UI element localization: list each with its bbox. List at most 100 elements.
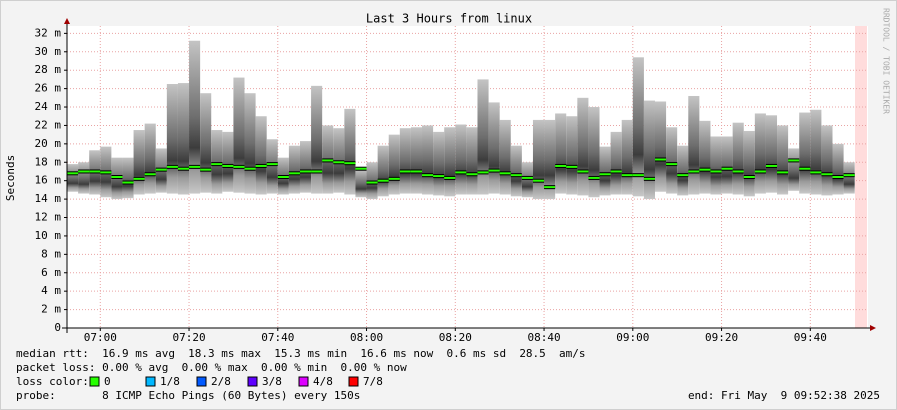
x-tick-label: 07:00 [84, 331, 117, 344]
loss-swatch [298, 376, 309, 387]
loss-swatch [196, 376, 207, 387]
smoke-band [410, 127, 423, 194]
smoke-band [388, 134, 400, 195]
loss-swatch-label: 2/8 [211, 375, 231, 388]
loss-swatch-label: 1/8 [160, 375, 180, 388]
smoke-band [444, 127, 456, 197]
loss-swatch [348, 376, 359, 387]
smoke-band [177, 83, 190, 195]
loss-swatch [247, 376, 258, 387]
smoke-band [189, 40, 201, 194]
x-tick-label: 09:40 [794, 331, 827, 344]
smoke-band [732, 122, 744, 195]
watermark: RRDTOOL / TOBI OETIKER [882, 8, 891, 114]
y-tick-label: 2 m [41, 303, 61, 316]
probe-info: probe: 8 ICMP Echo Pings (60 Bytes) ever… [16, 389, 360, 402]
smoke-band [643, 100, 655, 200]
x-tick-label: 09:20 [705, 331, 738, 344]
smoke-band [433, 131, 445, 196]
smoke-band [211, 130, 223, 194]
smoke-band [200, 93, 212, 193]
plot-layer [67, 26, 868, 329]
smoke-band [677, 145, 689, 196]
smoke-band [555, 113, 567, 194]
y-tick-label: 12 m [35, 211, 62, 224]
smoke-band [632, 57, 644, 197]
smoke-band [477, 79, 489, 195]
smoke-band [255, 116, 267, 195]
chart-title: Last 3 Hours from linux [366, 12, 532, 26]
stats-line: packet loss: 0.00 % avg 0.00 % max 0.00 … [16, 361, 407, 374]
x-tick-label: 08:40 [527, 331, 560, 344]
y-tick-label: 22 m [35, 118, 62, 131]
smoke-band [666, 127, 678, 194]
smoke-band [233, 77, 245, 193]
y-tick-label: 8 m [41, 247, 61, 260]
smoke-band [399, 128, 411, 194]
y-tick-label: 30 m [35, 45, 62, 58]
x-tick-label: 09:00 [616, 331, 649, 344]
smoke-band [422, 125, 434, 195]
smoke-band [588, 107, 600, 198]
smoke-band [699, 120, 711, 194]
x-tick-label: 07:40 [261, 331, 294, 344]
y-tick-label: 4 m [41, 284, 61, 297]
smoke-band [299, 141, 312, 193]
smoke-band [288, 145, 300, 194]
y-tick-label: 14 m [35, 192, 62, 205]
smoke-band [266, 139, 278, 194]
smoke-band [754, 113, 766, 194]
y-axis-label: Seconds [4, 155, 17, 201]
smoke-band [144, 123, 156, 194]
loss-swatch-label: 7/8 [363, 375, 383, 388]
smoke-band [832, 143, 844, 195]
smoke-band [78, 162, 90, 194]
x-tick-label: 08:00 [350, 331, 383, 344]
y-tick-label: 16 m [35, 174, 62, 187]
smoke-band [499, 119, 511, 195]
smoke-band [166, 84, 178, 194]
smoke-band [244, 93, 256, 194]
end-time: end: Fri May 9 09:52:38 2025 [688, 389, 880, 402]
smoke-band [621, 119, 633, 195]
smoke-band [810, 109, 822, 195]
smoke-band [743, 130, 755, 197]
y-tick-label: 32 m [35, 26, 62, 39]
y-tick-label: 10 m [35, 229, 62, 242]
smoke-band [599, 146, 611, 196]
smoke-band [821, 125, 833, 196]
x-arrow [870, 325, 876, 331]
smoke-band [222, 131, 234, 192]
x-tick-label: 07:20 [172, 331, 205, 344]
smoke-band [455, 124, 467, 195]
smoke-band [799, 112, 811, 194]
y-tick-label: 26 m [35, 82, 62, 95]
smoke-band [765, 115, 778, 193]
smoke-band [777, 125, 789, 195]
y-tick-label: 20 m [35, 137, 62, 150]
smoke-band [488, 102, 500, 194]
smoke-band [122, 157, 134, 199]
smoke-band [510, 145, 522, 197]
loss-swatch-label: 3/8 [262, 375, 282, 388]
smoke-band [311, 85, 323, 194]
loss-swatch [145, 376, 156, 387]
loss-swatch-label: 0 [104, 375, 111, 388]
smoke-band [788, 148, 800, 191]
smoke-band [466, 127, 478, 195]
y-tick-label: 6 m [41, 266, 61, 279]
y-arrow [64, 18, 70, 24]
smoke-band [67, 164, 79, 192]
smoke-band [355, 169, 367, 198]
smoke-band [710, 136, 722, 195]
loss-label: loss color: [16, 375, 89, 388]
stats-line: median rtt: 16.9 ms avg 18.3 ms max 15.3… [16, 347, 586, 360]
y-tick-label: 24 m [35, 100, 62, 113]
y-tick-label: 18 m [35, 155, 62, 168]
y-tick-label: 0 [54, 321, 61, 334]
smoke-band [344, 108, 356, 195]
smoke-band [532, 119, 545, 200]
smoke-band [577, 97, 589, 196]
smoke-band [654, 101, 667, 192]
